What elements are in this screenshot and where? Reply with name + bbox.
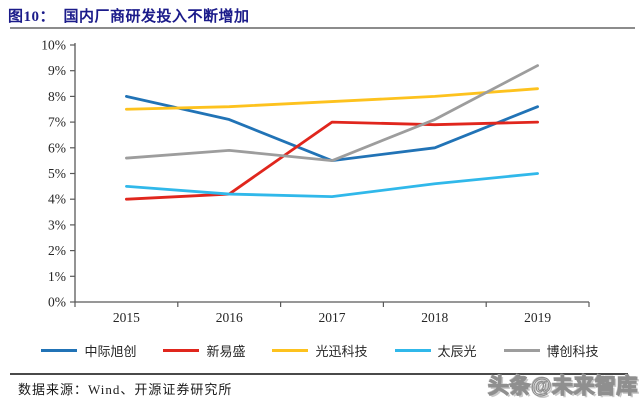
- x-tick-label: 2018: [421, 310, 448, 325]
- legend-line-swatch: [41, 348, 78, 352]
- figure-title: 图10： 国内厂商研发投入不断增加: [8, 9, 250, 25]
- series-line-新易盛: [125, 120, 539, 201]
- legend-line-swatch: [163, 348, 200, 352]
- y-tick-label: 4%: [48, 192, 66, 207]
- y-tick-label: 10%: [41, 38, 66, 53]
- y-tick-label: 6%: [48, 140, 66, 155]
- legend-label: 中际旭创: [84, 343, 137, 359]
- y-tick-label: 3%: [48, 217, 66, 232]
- series-line-光迅科技: [125, 87, 539, 111]
- footer-divider: [10, 373, 628, 375]
- legend-label: 太辰光: [437, 343, 477, 359]
- y-tick-label: 2%: [48, 243, 66, 258]
- watermark-label: 头条@未来智库: [487, 374, 638, 398]
- x-tick-label: 2015: [113, 310, 140, 325]
- data-source-note: 数据来源：Wind、开源证券研究所: [18, 382, 233, 397]
- title-divider: [10, 27, 635, 29]
- legend-item-博创科技: 博创科技: [503, 341, 599, 360]
- chart-legend: 中际旭创 新易盛 光迅科技 太辰光 博创科技: [0, 341, 640, 359]
- legend-item-中际旭创: 中际旭创: [41, 341, 136, 360]
- series-line-博创科技: [125, 64, 539, 163]
- x-tick-label: 2016: [216, 310, 243, 325]
- legend-line-swatch: [503, 348, 540, 352]
- x-tick-label: 2019: [524, 310, 551, 325]
- legend-label: 新易盛: [206, 343, 246, 359]
- y-tick-label: 9%: [48, 63, 66, 78]
- x-tick-label: 2017: [319, 310, 346, 325]
- y-tick-label: 5%: [48, 166, 66, 181]
- y-tick-label: 8%: [48, 89, 66, 104]
- legend-item-太辰光: 太辰光: [394, 341, 477, 360]
- legend-line-swatch: [394, 348, 431, 352]
- legend-label: 光迅科技: [315, 343, 368, 359]
- series-line-中际旭创: [125, 95, 539, 163]
- legend-label: 博创科技: [546, 343, 599, 359]
- legend-line-swatch: [272, 348, 309, 352]
- legend-item-光迅科技: 光迅科技: [272, 341, 368, 360]
- y-tick-label: 0%: [48, 295, 66, 310]
- series-line-太辰光: [125, 172, 539, 199]
- y-tick-label: 1%: [48, 269, 66, 284]
- legend-item-新易盛: 新易盛: [163, 341, 245, 360]
- y-tick-label: 7%: [48, 115, 66, 130]
